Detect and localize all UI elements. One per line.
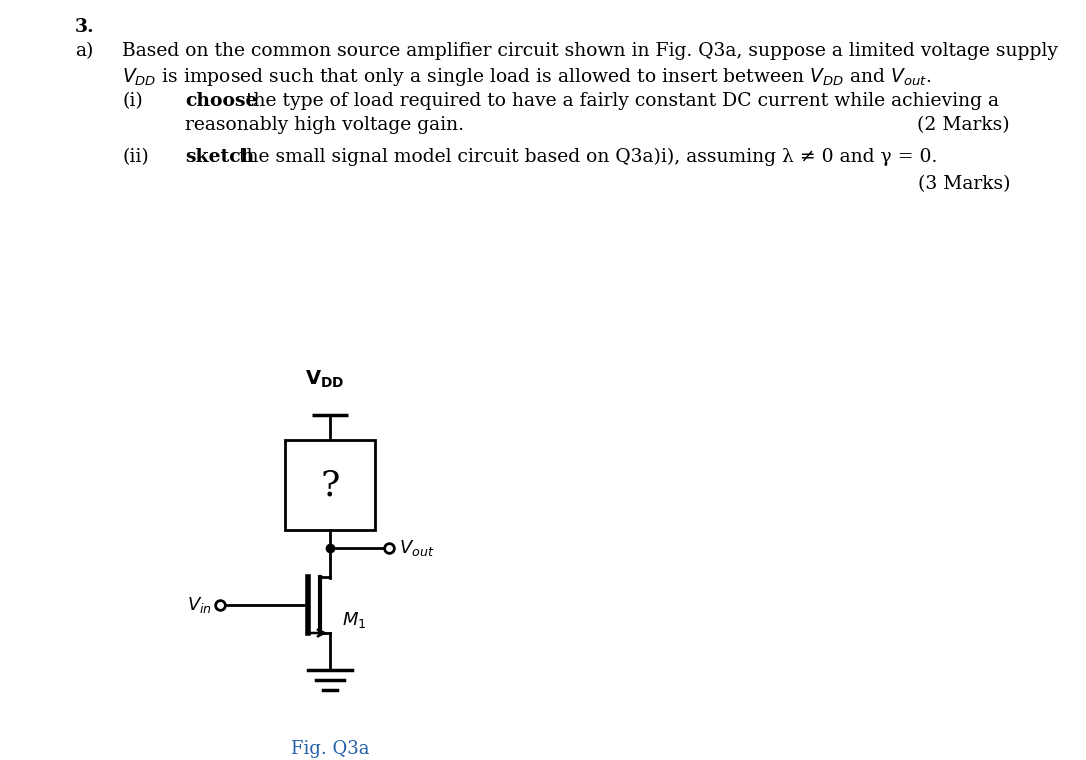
Text: sketch: sketch bbox=[185, 148, 254, 166]
Text: reasonably high voltage gain.: reasonably high voltage gain. bbox=[185, 116, 464, 134]
Text: (2 Marks): (2 Marks) bbox=[918, 116, 1010, 134]
Text: choose: choose bbox=[185, 92, 257, 110]
Text: 3.: 3. bbox=[75, 18, 94, 36]
Text: $V_{out}$: $V_{out}$ bbox=[399, 538, 434, 558]
Text: the small signal model circuit based on Q3a)i), assuming λ ≠ 0 and γ = 0.: the small signal model circuit based on … bbox=[233, 148, 937, 166]
Text: $M_1$: $M_1$ bbox=[342, 610, 366, 630]
Text: (ii): (ii) bbox=[122, 148, 149, 166]
Text: a): a) bbox=[75, 42, 93, 60]
Text: Fig. Q3a: Fig. Q3a bbox=[291, 740, 369, 758]
Text: ?: ? bbox=[320, 468, 340, 502]
Text: (3 Marks): (3 Marks) bbox=[918, 175, 1010, 193]
Text: (i): (i) bbox=[122, 92, 142, 110]
Text: $\mathbf{V_{DD}}$: $\mathbf{V_{DD}}$ bbox=[305, 369, 344, 390]
Text: $V_{DD}$ is imposed such that only a single load is allowed to insert between $V: $V_{DD}$ is imposed such that only a sin… bbox=[122, 66, 932, 88]
Bar bbox=[285, 440, 375, 530]
Text: the type of load required to have a fairly constant DC current while achieving a: the type of load required to have a fair… bbox=[240, 92, 999, 110]
Text: Based on the common source amplifier circuit shown in Fig. Q3a, suppose a limite: Based on the common source amplifier cir… bbox=[122, 42, 1058, 60]
Text: $V_{in}$: $V_{in}$ bbox=[187, 595, 212, 615]
